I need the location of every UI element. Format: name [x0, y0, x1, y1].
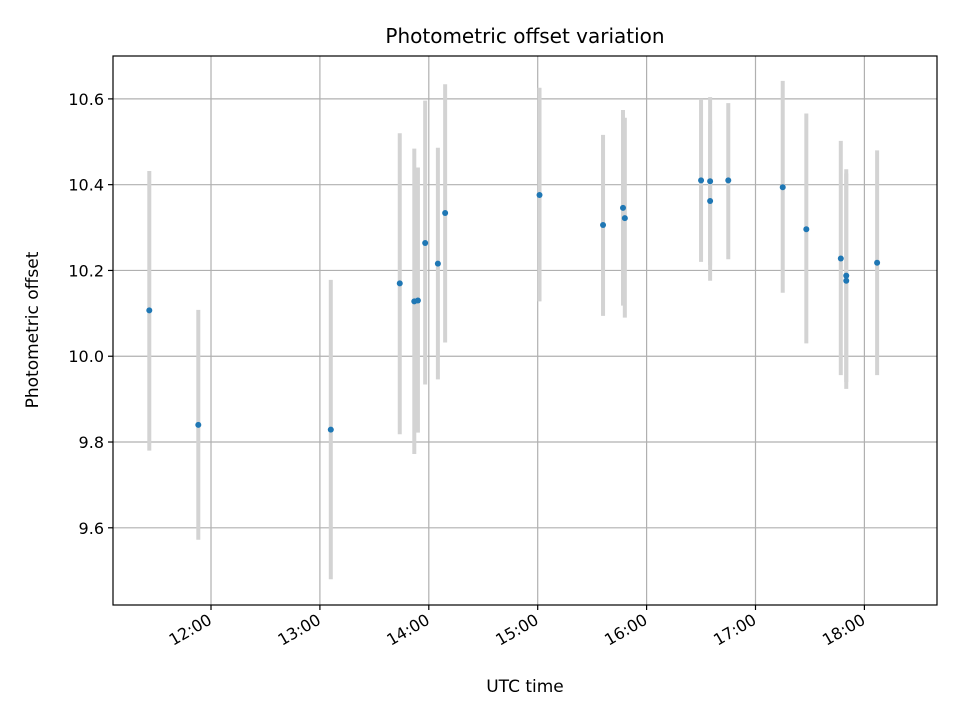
data-point — [422, 240, 429, 247]
data-point — [698, 177, 705, 184]
y-tick-label: 9.6 — [79, 519, 104, 538]
data-point — [600, 221, 607, 228]
data-point — [620, 204, 627, 211]
y-axis-label: Photometric offset — [23, 251, 43, 408]
grid — [113, 56, 937, 605]
data-point — [621, 215, 628, 222]
data-point — [536, 191, 543, 198]
y-tick-label: 10.6 — [68, 90, 104, 109]
data-point — [396, 280, 403, 287]
data-point — [803, 226, 810, 233]
y-tick-label: 9.8 — [79, 433, 104, 452]
plot-frame — [112, 55, 938, 606]
data-point — [442, 209, 449, 216]
data-point — [146, 307, 153, 314]
data-points — [146, 177, 881, 433]
data-point — [707, 197, 714, 204]
y-tick-label: 10.0 — [68, 347, 104, 366]
y-tick-label: 10.2 — [68, 261, 104, 280]
data-point — [779, 184, 786, 191]
data-point — [327, 426, 334, 433]
data-point — [434, 260, 441, 267]
data-point — [843, 272, 850, 279]
data-point — [874, 259, 881, 266]
chart-title: Photometric offset variation — [385, 24, 664, 48]
data-point — [414, 297, 421, 304]
data-point — [707, 178, 714, 185]
x-axis-label: UTC time — [486, 677, 564, 697]
data-point — [843, 277, 850, 284]
data-point — [725, 177, 732, 184]
data-point — [195, 421, 202, 428]
data-point — [837, 255, 844, 262]
y-axis: 9.6 9.8 10.0 10.2 10.4 10.6 — [68, 90, 113, 538]
y-tick-label: 10.4 — [68, 176, 104, 195]
